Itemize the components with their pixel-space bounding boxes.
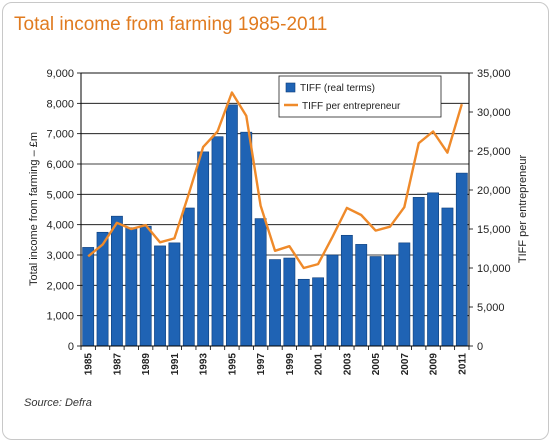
bar [312,277,325,347]
right-axis-ticks: 0 5,000 10,000 15,000 20,000 25,000 30,000 35,0… [469,68,511,353]
legend: TIFF (real terms) TIFF per entrepreneur [278,75,442,118]
x-tick-label: 2003 [342,353,353,376]
bar [326,254,339,347]
x-tick-label: 2011 [457,353,468,375]
right-tick-label: 15,000 [477,224,511,236]
right-tick-label: 0 [477,341,483,353]
bar [240,131,253,347]
x-tick-label: 1989 [141,353,152,376]
legend-bar-swatch [285,82,296,93]
left-tick-label: 8,000 [46,98,74,110]
bar [297,278,310,347]
left-axis-ticks: 0 1,000 2,000 3,000 4,000 5,000 6,000 7,000 8,00… [46,68,81,353]
left-tick-label: 1,000 [46,311,74,323]
x-tick-label: 2007 [400,353,411,376]
left-tick-label: 4,000 [46,220,74,232]
right-tick-label: 25,000 [477,146,511,158]
bar [168,242,181,347]
legend-bar-label: TIFF (real terms) [300,83,375,94]
x-tick-label: 1985 [84,353,95,376]
x-tick-label: 2005 [371,353,382,376]
x-tick-label: 1995 [227,353,238,376]
source-note: Source: Defra [24,397,92,409]
right-tick-label: 35,000 [477,68,511,80]
right-tick-label: 30,000 [477,107,511,119]
bar [384,254,396,347]
right-tick-label: 20,000 [477,185,511,197]
left-tick-label: 9,000 [46,68,74,80]
left-axis-label: Total income from farming – £m [28,132,40,286]
bar [82,247,95,347]
bar [154,245,166,347]
left-tick-label: 5,000 [46,189,74,201]
bar [125,227,138,347]
bar [398,242,411,347]
bar [139,225,152,347]
bar [369,256,382,347]
x-tick-label: 1993 [199,353,210,376]
bar [340,234,353,347]
left-tick-label: 3,000 [46,250,74,262]
x-tick-label: 1987 [112,353,123,376]
bar [355,244,368,347]
bar [225,104,238,347]
bar [283,257,296,347]
line-series [87,91,463,270]
axes [80,72,470,347]
bar [269,259,281,347]
x-tick-label: 2001 [314,353,325,376]
bar [197,151,210,347]
x-axis-ticks: 1985 1987 1989 1991 1993 1995 1997 1999 2001 2003… [80,346,470,376]
left-tick-label: 0 [68,341,74,353]
x-tick-label: 1997 [256,353,267,376]
bar [254,218,267,347]
x-tick-label: 1991 [170,353,181,376]
bar [182,207,195,347]
legend-line-label: TIFF per entrepreneur [302,101,401,112]
left-tick-label: 2,000 [46,280,74,292]
x-tick-label: 1999 [285,353,296,376]
bar [441,207,454,347]
right-tick-label: 5,000 [477,302,505,314]
chart-title: Total income from farming 1985-2011 [14,14,328,35]
left-tick-label: 7,000 [46,129,74,141]
bar [412,197,425,347]
left-tick-label: 6,000 [46,159,74,171]
bar [455,172,468,347]
right-axis-label: TIFF per entrepreneur [517,155,529,264]
bar [211,136,224,347]
series-line [87,91,463,270]
bar [111,215,123,347]
bar [427,192,439,347]
right-tick-label: 10,000 [477,263,511,275]
x-tick-label: 2009 [429,353,440,376]
